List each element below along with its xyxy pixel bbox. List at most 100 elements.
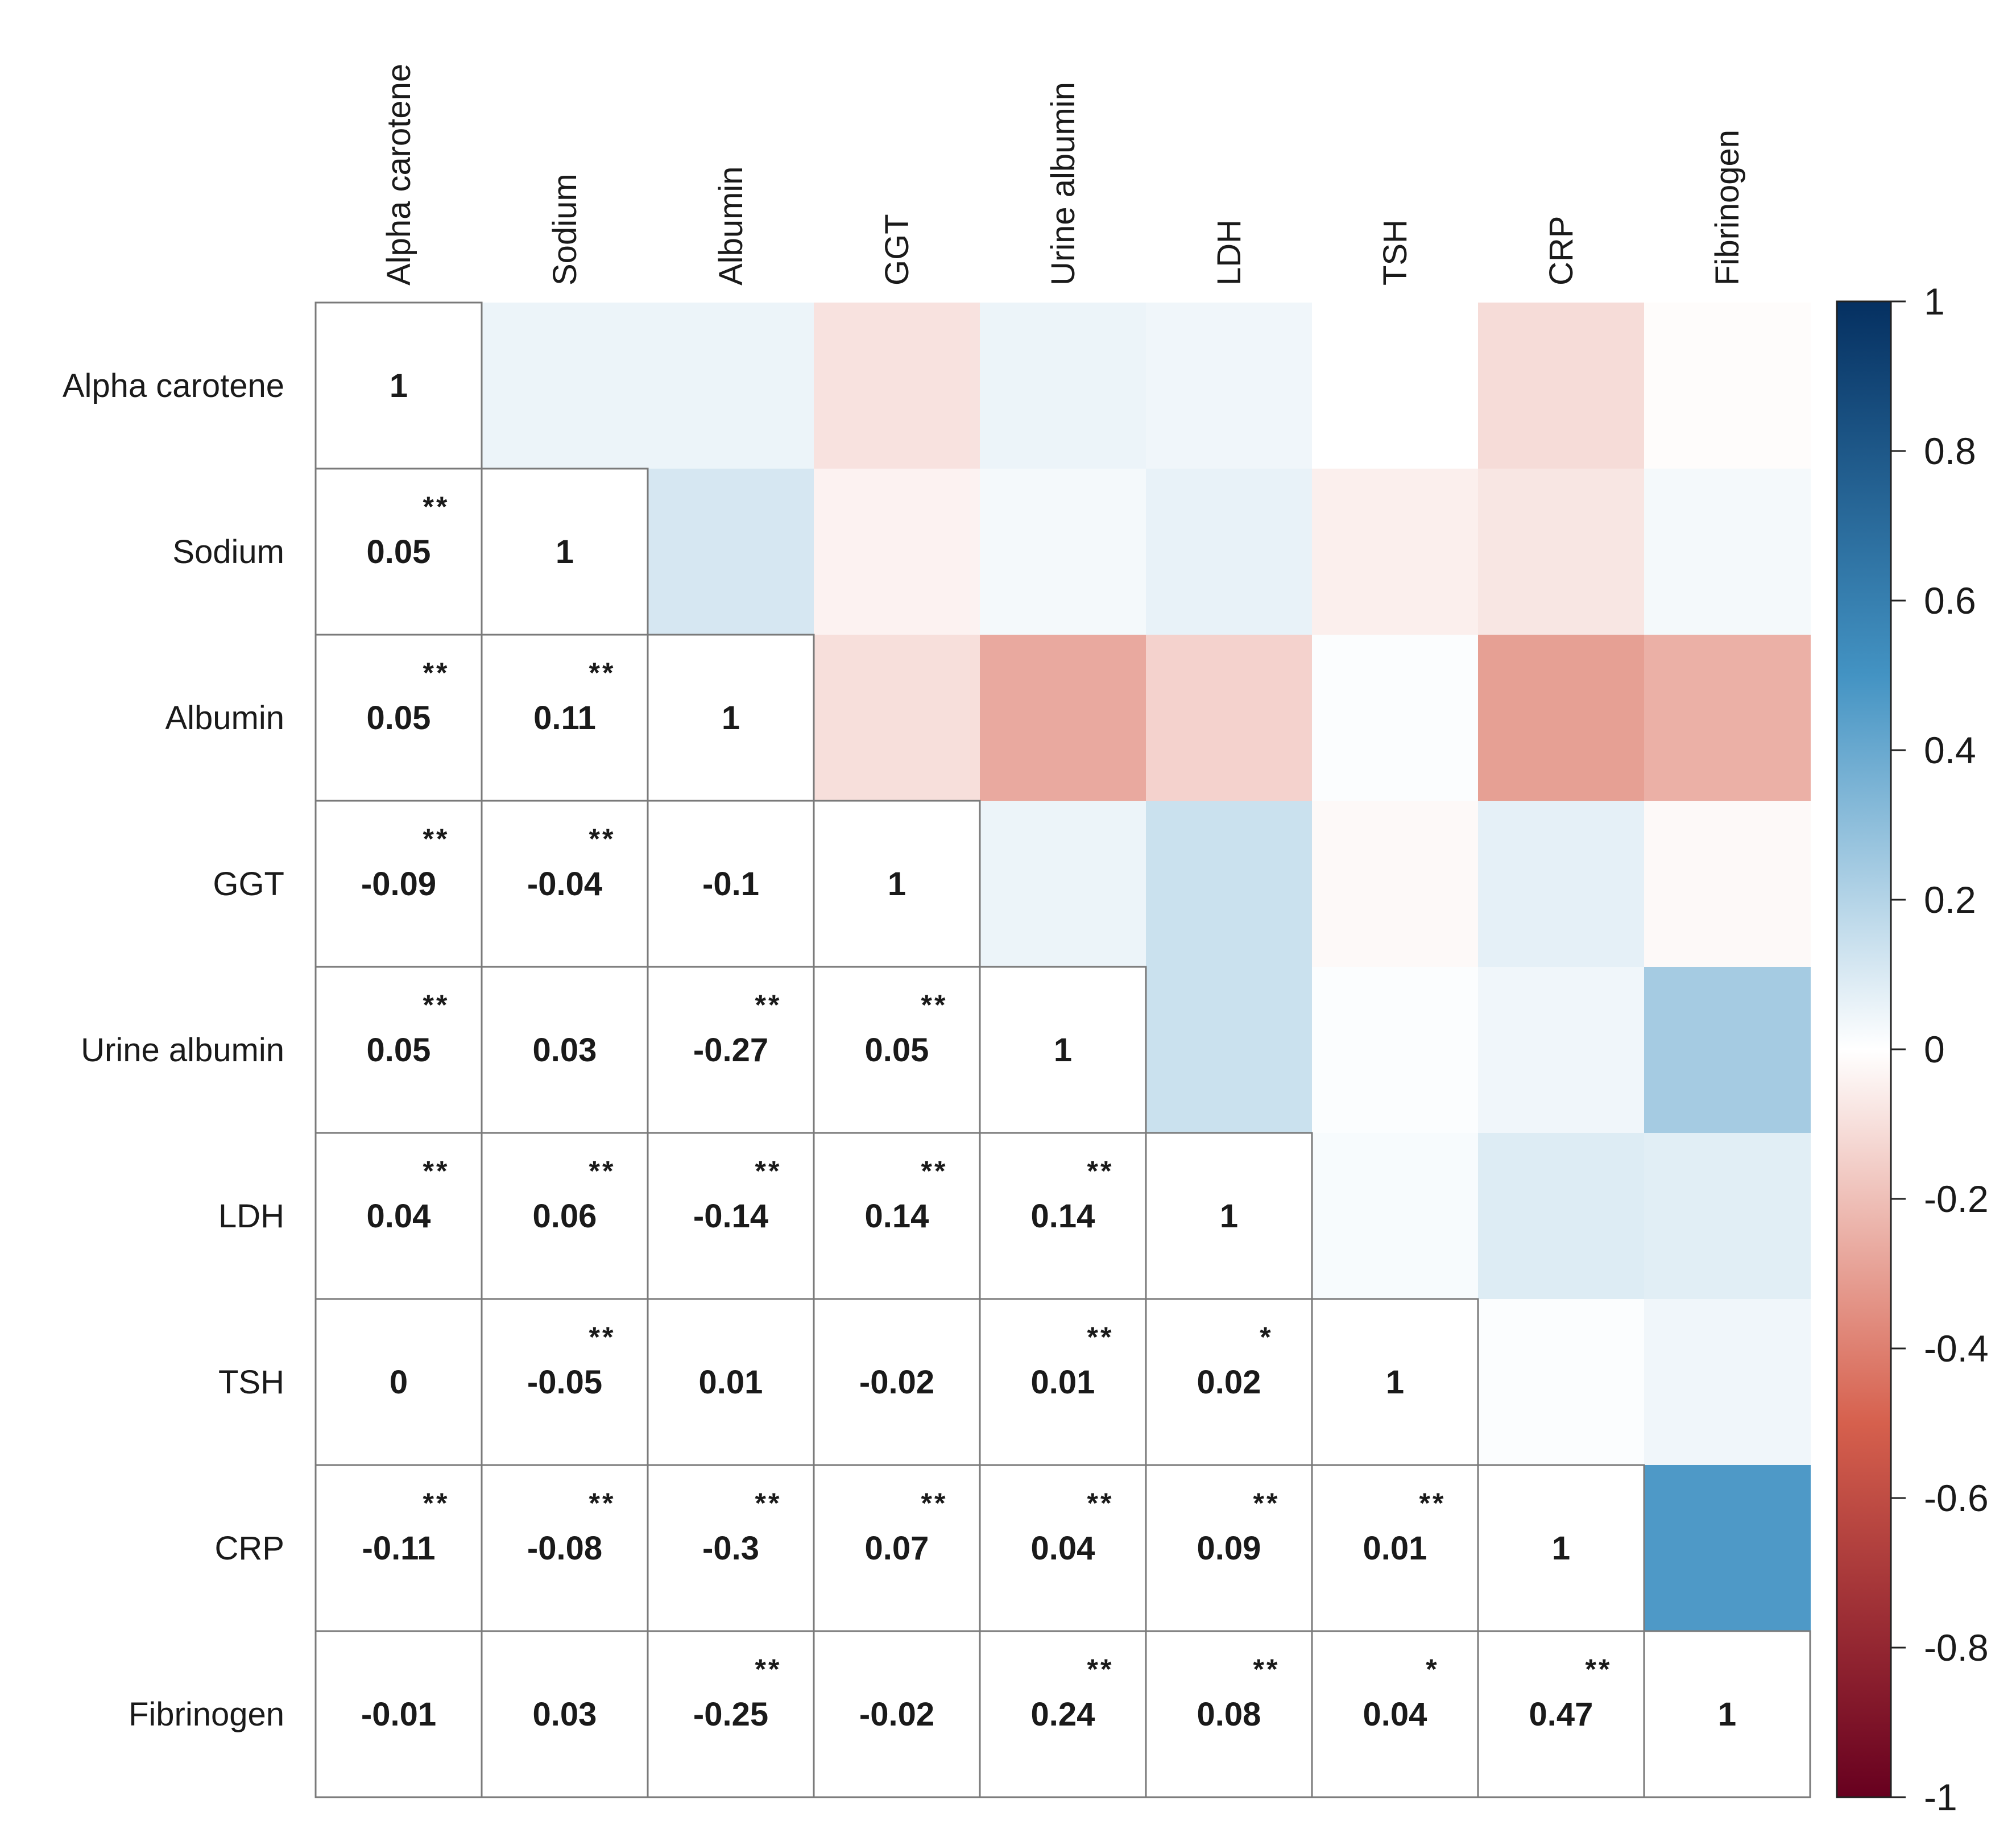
value-cell-fibrinogen-crp bbox=[1477, 1630, 1645, 1798]
value-cell-fibrinogen-urine-albumin bbox=[979, 1630, 1147, 1798]
value-cell-crp-sodium bbox=[481, 1464, 649, 1632]
heatmap-cell-sodium-albumin bbox=[648, 469, 814, 635]
value-cell-crp-ldh bbox=[1145, 1464, 1313, 1632]
heatmap-cell-alpha-carotene-tsh bbox=[1312, 303, 1479, 469]
colorbar-tick-label: -0.4 bbox=[1924, 1327, 1989, 1370]
cell-value-label: 0.24 bbox=[1031, 1696, 1095, 1733]
significance-stars: ** bbox=[755, 1155, 782, 1187]
heatmap-cell-albumin-ldh bbox=[1146, 635, 1313, 801]
value-cell-ldh-sodium bbox=[481, 1132, 649, 1300]
value-cell-urine-albumin-alpha-carotene bbox=[314, 966, 483, 1134]
heatmap-cell-urine-albumin-crp bbox=[1478, 967, 1645, 1133]
significance-stars: ** bbox=[755, 1487, 782, 1519]
significance-stars: ** bbox=[589, 823, 616, 855]
cell-value-label: 1 bbox=[556, 533, 574, 570]
cell-value-label: -0.04 bbox=[527, 866, 602, 903]
heatmap-cell-sodium-fibrinogen bbox=[1644, 469, 1811, 635]
significance-stars: * bbox=[1260, 1321, 1273, 1353]
cell-value-label: 0.11 bbox=[533, 700, 596, 737]
heatmap-cell-alpha-carotene-ggt bbox=[814, 303, 980, 469]
value-cell-tsh-albumin bbox=[647, 1298, 815, 1466]
value-cell-ldh-alpha-carotene bbox=[314, 1132, 483, 1300]
value-cell-fibrinogen-fibrinogen bbox=[1643, 1630, 1811, 1798]
cell-value-label: 0.04 bbox=[1031, 1530, 1095, 1567]
significance-stars: ** bbox=[1253, 1653, 1280, 1685]
heatmap-cell-ldh-tsh bbox=[1312, 1133, 1479, 1300]
cell-value-label: -0.01 bbox=[361, 1696, 436, 1733]
significance-stars: ** bbox=[423, 491, 450, 523]
row-label-ggt: GGT bbox=[213, 866, 284, 903]
value-cell-fibrinogen-ldh bbox=[1145, 1630, 1313, 1798]
heatmap-cell-ggt-fibrinogen bbox=[1644, 801, 1811, 967]
significance-stars: ** bbox=[921, 1487, 948, 1519]
lower-triangle-grid bbox=[314, 301, 1811, 1798]
cell-value-label: 1 bbox=[1054, 1032, 1072, 1069]
value-cell-fibrinogen-albumin bbox=[647, 1630, 815, 1798]
column-label-fibrinogen: Fibrinogen bbox=[1709, 130, 1746, 286]
colorbar-tick-label: 0 bbox=[1924, 1028, 1945, 1070]
cell-value-label: -0.3 bbox=[702, 1530, 759, 1567]
cell-value-label: -0.02 bbox=[859, 1696, 934, 1733]
value-cell-tsh-tsh bbox=[1311, 1298, 1479, 1466]
heatmap-cell-alpha-carotene-urine-albumin bbox=[980, 303, 1146, 469]
significance-stars: ** bbox=[423, 823, 450, 855]
colorbar-gradient bbox=[1836, 300, 1892, 1798]
colorbar-tick-label: 0.6 bbox=[1924, 580, 1976, 622]
significance-stars: ** bbox=[1419, 1487, 1446, 1519]
cell-value-label: 0.07 bbox=[865, 1530, 929, 1567]
colorbar: 1 0.8 0.6 0.4 0.2 0 -0.2 -0.4 -0.6 -0.8 -1 bbox=[1836, 280, 1989, 1818]
significance-stars: ** bbox=[423, 1155, 450, 1187]
row-label-alpha-carotene: Alpha carotene bbox=[63, 367, 284, 404]
significance-stars: ** bbox=[921, 1155, 948, 1187]
heatmap-cell-ldh-crp bbox=[1478, 1133, 1645, 1300]
cell-value-label: 1 bbox=[1552, 1530, 1570, 1567]
cell-value-label: 1 bbox=[1718, 1696, 1736, 1733]
cell-value-label: -0.02 bbox=[859, 1364, 934, 1401]
significance-stars: ** bbox=[589, 1155, 616, 1187]
cell-value-label: 0 bbox=[390, 1364, 408, 1401]
value-cell-sodium-sodium bbox=[481, 467, 649, 636]
cell-value-label: -0.27 bbox=[693, 1032, 768, 1069]
cell-value-label: -0.09 bbox=[361, 866, 436, 903]
cell-value-label: 0.05 bbox=[367, 533, 431, 570]
value-cell-ldh-ggt bbox=[813, 1132, 981, 1300]
value-cell-ldh-urine-albumin bbox=[979, 1132, 1147, 1300]
column-label-sodium: Sodium bbox=[547, 173, 583, 286]
value-cell-urine-albumin-sodium bbox=[481, 966, 649, 1134]
value-cell-sodium-alpha-carotene bbox=[314, 467, 483, 636]
value-cell-crp-tsh bbox=[1311, 1464, 1479, 1632]
cell-value-label: 0.02 bbox=[1197, 1364, 1261, 1401]
significance-stars: ** bbox=[755, 989, 782, 1021]
heatmap-cell-sodium-urine-albumin bbox=[980, 469, 1146, 635]
significance-stars: ** bbox=[589, 1321, 616, 1353]
cell-value-label: 0.01 bbox=[1031, 1364, 1095, 1401]
value-cell-fibrinogen-tsh bbox=[1311, 1630, 1479, 1798]
value-cell-ldh-ldh bbox=[1145, 1132, 1313, 1300]
significance-stars: ** bbox=[1586, 1653, 1612, 1685]
heatmap-cell-tsh-fibrinogen bbox=[1644, 1299, 1811, 1466]
row-label-sodium: Sodium bbox=[172, 533, 284, 570]
significance-stars: ** bbox=[755, 1653, 782, 1685]
significance-stars: * bbox=[1426, 1653, 1439, 1685]
heatmap-cell-ggt-urine-albumin bbox=[980, 801, 1146, 967]
significance-stars: ** bbox=[1087, 1653, 1114, 1685]
heatmap-cell-sodium-ggt bbox=[814, 469, 980, 635]
value-cell-crp-crp bbox=[1477, 1464, 1645, 1632]
column-label-albumin: Albumin bbox=[713, 166, 750, 286]
value-cell-crp-alpha-carotene bbox=[314, 1464, 483, 1632]
upper-triangle-colors bbox=[482, 303, 1811, 1632]
value-cell-tsh-ggt bbox=[813, 1298, 981, 1466]
significance-stars: ** bbox=[921, 989, 948, 1021]
value-cell-tsh-sodium bbox=[481, 1298, 649, 1466]
cell-value-label: 0.14 bbox=[865, 1198, 929, 1235]
heatmap-cell-ggt-ldh bbox=[1146, 801, 1313, 967]
cell-value-label: 0.01 bbox=[1363, 1530, 1427, 1567]
heatmap-cell-ggt-crp bbox=[1478, 801, 1645, 967]
significance-stars: ** bbox=[1087, 1155, 1114, 1187]
colorbar-tick-label: -0.6 bbox=[1924, 1477, 1989, 1519]
value-cell-fibrinogen-sodium bbox=[481, 1630, 649, 1798]
column-label-ldh: LDH bbox=[1211, 220, 1248, 286]
significance-stars: ** bbox=[423, 1487, 450, 1519]
significance-stars: ** bbox=[423, 657, 450, 689]
value-cell-tsh-alpha-carotene bbox=[314, 1298, 483, 1466]
